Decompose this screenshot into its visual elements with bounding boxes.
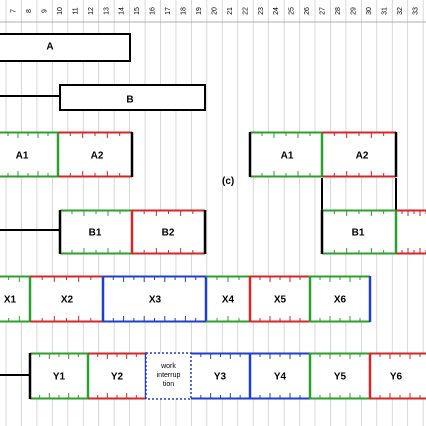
- timeline-label: 16: [150, 7, 157, 15]
- bar-outline: [0, 33, 131, 62]
- timeline-label: 8: [26, 9, 33, 13]
- timeline-label: 24: [273, 7, 280, 15]
- task-bars: A B A1 A2 B1 B2 A1 A2 B1 X1 X2 X3 X4 X5 X6 Y1 Y2 Y3 Y4 Y5 Y6…: [0, 33, 426, 400]
- timeline-label: 25: [289, 7, 296, 15]
- bar-label-x6: X6: [334, 295, 347, 306]
- bar-label-x2: X2: [61, 295, 74, 306]
- panel-label: (c): [222, 176, 234, 187]
- timeline-label: 18: [181, 7, 188, 15]
- work-interruption-outline: [145, 352, 192, 400]
- work-interruption-text: tion: [163, 381, 174, 388]
- timeline-label: 10: [57, 7, 64, 15]
- bar-label-y5: Y5: [334, 372, 347, 383]
- bar-label-a2: A2: [91, 151, 104, 162]
- work-interruption-block: work interrup tion: [145, 352, 192, 400]
- timeline-label: 32: [397, 7, 404, 15]
- bar-outline: [59, 84, 206, 111]
- bar-label-x3: X3: [149, 295, 162, 306]
- timeline-label: 21: [227, 7, 234, 15]
- timeline-label: 11: [72, 7, 79, 14]
- bar-label-y1: Y1: [53, 372, 66, 383]
- bar-a1-a2: [0, 131, 134, 178]
- timeline-label: 27: [320, 7, 327, 15]
- timeline-label: 9: [41, 9, 48, 13]
- timeline-header: 7 8 9 10 11 12 13 14 15 16 17 18 19 20 21 22 23 24 25 26 27 2…: [0, 7, 426, 23]
- work-interruption-text: work: [160, 363, 176, 370]
- bar-label-y6: Y6: [390, 372, 403, 383]
- bar-label-b2: B2: [162, 228, 175, 239]
- bar-label-b1: B1: [89, 228, 102, 239]
- timeline-label: 31: [381, 7, 388, 15]
- bar-label-b: B: [126, 95, 133, 106]
- timeline-label: 29: [350, 7, 357, 15]
- bar-c-a1-a2: [248, 131, 398, 178]
- connector-lines: [0, 95, 397, 376]
- bar-label-ca2: A2: [356, 151, 369, 162]
- timeline-label: 17: [165, 7, 172, 15]
- timeline-label: 22: [242, 7, 249, 15]
- timeline-label: 13: [103, 7, 110, 15]
- timeline-label: 19: [196, 7, 203, 15]
- bar-label-x4: X4: [222, 295, 235, 306]
- timeline-label: 28: [335, 7, 342, 15]
- bar-label-x5: X5: [274, 295, 287, 306]
- timeline-label: 26: [304, 7, 311, 15]
- timeline-label: 15: [134, 7, 141, 15]
- timeline-label: 20: [211, 7, 218, 15]
- work-interruption-text: interrup: [157, 372, 181, 379]
- timeline-label: 30: [366, 7, 373, 15]
- bar-label-cb1: B1: [352, 228, 365, 239]
- bar-x: [0, 275, 372, 323]
- timeline-label: 7: [11, 9, 18, 13]
- bar-label-a: A: [46, 42, 53, 53]
- bar-y: [28, 352, 426, 400]
- bar-c-b1: [320, 209, 426, 255]
- timeline-label: 33: [412, 7, 419, 15]
- bar-label-a1: A1: [16, 151, 29, 162]
- bar-label-y2: Y2: [111, 372, 124, 383]
- bar-label-ca1: A1: [281, 151, 294, 162]
- bar-b1-b2: [58, 209, 207, 255]
- bar-label-y3: Y3: [214, 372, 227, 383]
- timeline-label: 23: [258, 7, 265, 15]
- bar-label-y4: Y4: [274, 372, 287, 383]
- bar-a: [0, 33, 131, 62]
- bar-b: [59, 84, 206, 111]
- bar-label-x1: X1: [4, 295, 17, 306]
- timeline-label: 14: [119, 7, 126, 15]
- timeline-label: 12: [88, 7, 95, 15]
